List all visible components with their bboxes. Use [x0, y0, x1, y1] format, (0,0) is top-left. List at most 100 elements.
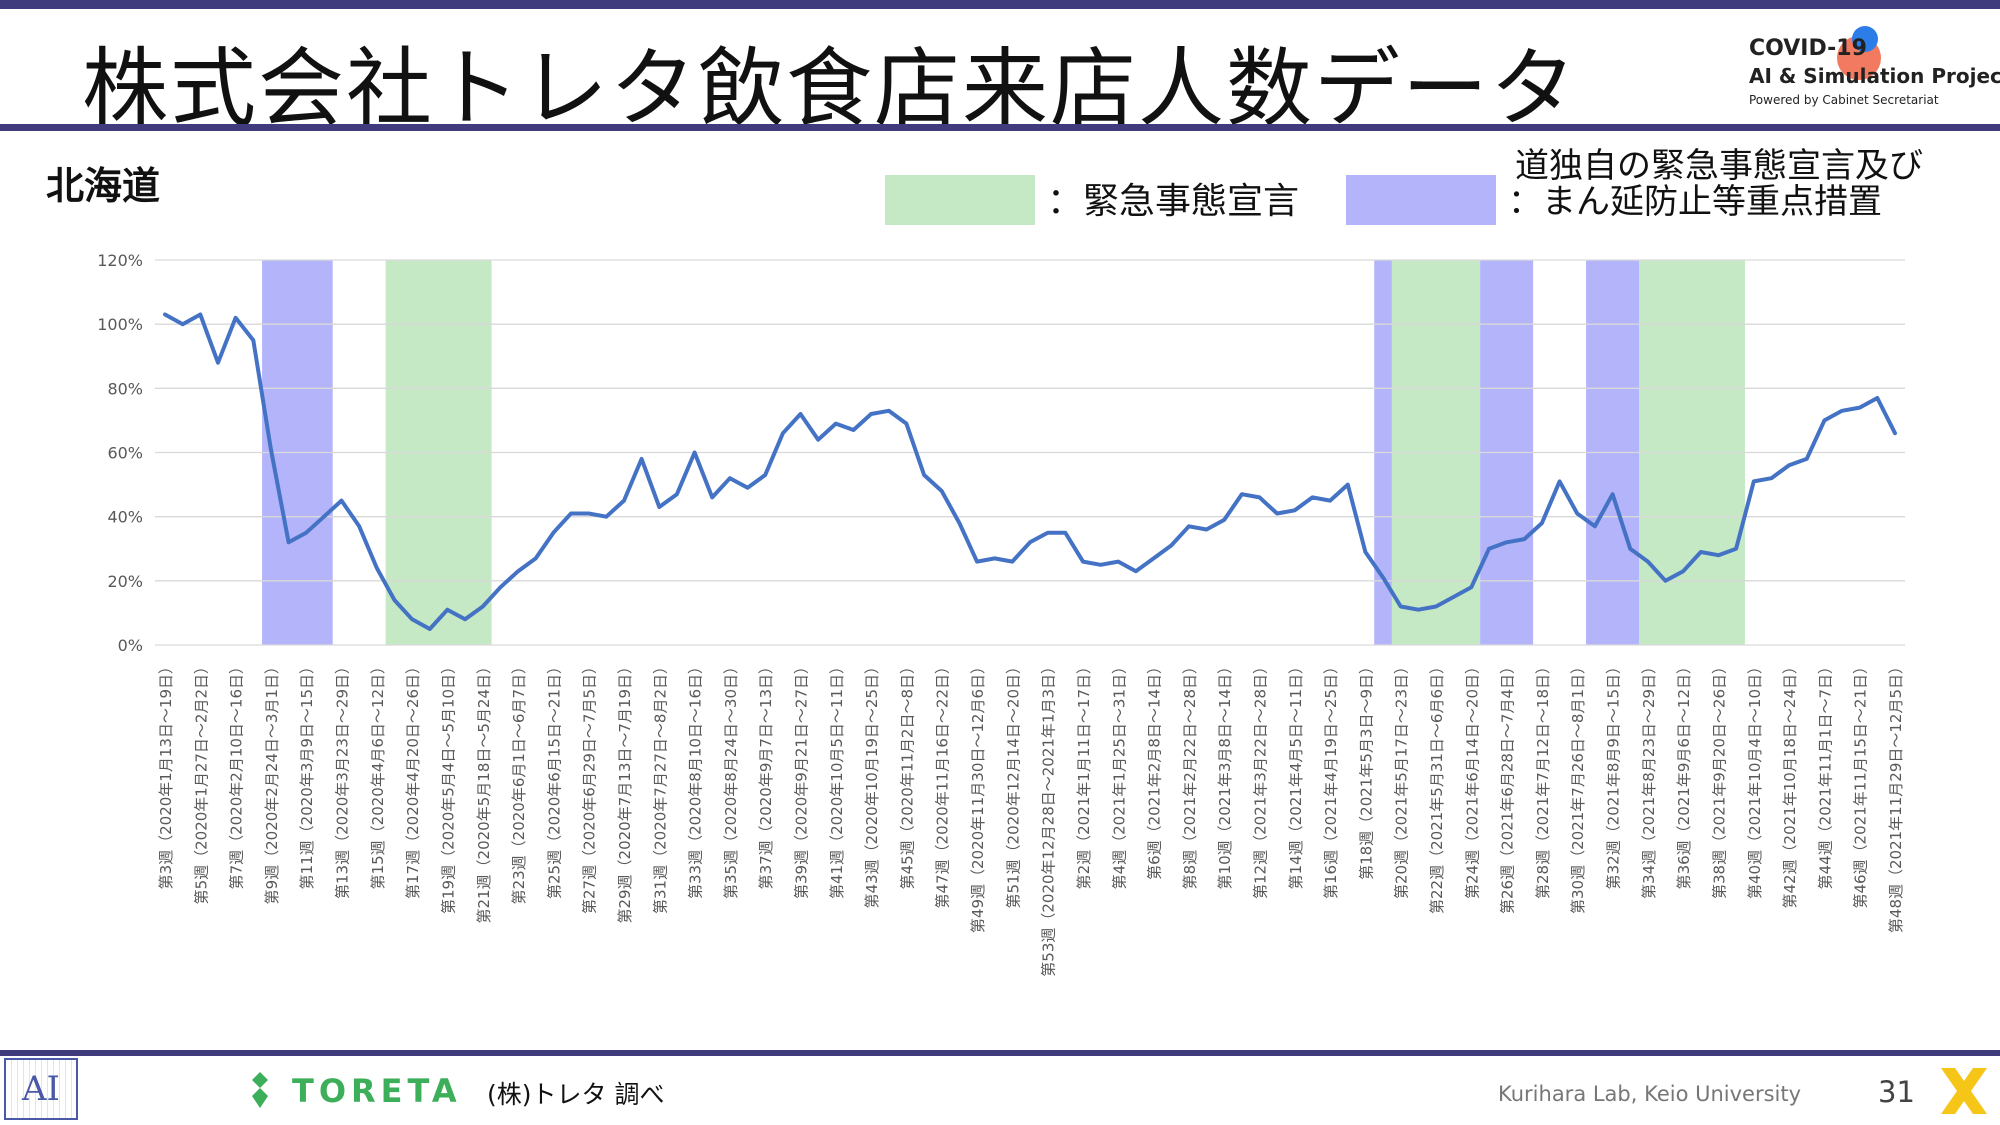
x-tick-label: 第9週（2020年2月24日～3月1日） [263, 659, 281, 904]
data-point [269, 447, 273, 451]
data-point [1081, 560, 1085, 564]
x-tick-label: 第46週（2021年11月15日～21日） [1852, 659, 1870, 909]
x-tick-label: 第39週（2020年9月21日～27日） [793, 659, 811, 899]
data-point [1593, 524, 1597, 528]
data-point [1787, 463, 1791, 467]
data-point [322, 515, 326, 519]
data-point [1664, 579, 1668, 583]
logo-line1: COVID-19 [1749, 36, 1867, 61]
data-source: (株)トレタ 調べ [487, 1080, 665, 1109]
logo-line3: Powered by Cabinet Secretariat [1749, 93, 1939, 107]
data-point [904, 422, 908, 426]
data-point [763, 473, 767, 477]
data-point [569, 511, 573, 515]
data-point [498, 585, 502, 589]
data-point [1381, 576, 1385, 580]
x-tick-label: 第36週（2021年9月6日～12日） [1675, 659, 1693, 889]
data-point [1558, 479, 1562, 483]
data-point [1240, 492, 1244, 496]
data-point [957, 521, 961, 525]
data-point [675, 492, 679, 496]
data-point [481, 605, 485, 608]
data-point [1858, 406, 1862, 410]
data-point [1363, 550, 1367, 554]
data-point [1505, 540, 1509, 544]
data-point [410, 617, 414, 621]
y-tick-label: 40% [107, 508, 143, 527]
x-tick-label: 第47週（2020年11月16日～22日） [934, 659, 952, 909]
legend-priority-swatch [1346, 175, 1496, 225]
data-point [445, 608, 449, 612]
x-tick-label: 第32週（2021年8月9日～15日） [1605, 659, 1623, 889]
x-tick-label: 第5週（2020年1月27日～2月2日） [192, 659, 210, 904]
y-tick-label: 120% [97, 251, 143, 270]
data-point [1063, 531, 1067, 535]
logo-line2: AI & Simulation Project [1749, 64, 2000, 88]
data-point [1681, 569, 1685, 573]
ai-lab-logo: AI [4, 1058, 78, 1120]
data-point [251, 338, 255, 342]
data-point [1822, 418, 1826, 422]
legend-emergency-swatch [885, 175, 1035, 225]
x-tick-label: 第38週（2021年9月20日～26日） [1710, 659, 1728, 899]
data-point [304, 531, 308, 535]
data-point [993, 556, 997, 560]
x-tick-label: 第17週（2020年4月20日～26日） [404, 659, 422, 899]
data-point [1399, 605, 1403, 608]
y-tick-label: 0% [118, 636, 143, 655]
data-point [657, 505, 661, 509]
data-point [851, 428, 855, 432]
data-point [1875, 396, 1879, 400]
data-point [340, 499, 344, 503]
data-point [1275, 511, 1279, 515]
data-point [1293, 508, 1297, 512]
data-point [375, 566, 379, 570]
data-point [1310, 495, 1314, 499]
x-tick-labels: 第3週（2020年1月13日～19日） 第5週（2020年1月27日～2月2日） 第… [157, 659, 1905, 977]
x-tick-label: 第33週（2020年8月10日～16日） [687, 659, 705, 899]
data-point [640, 457, 644, 461]
y-tick-label: 100% [97, 315, 143, 334]
x-tick-label: 第42週（2021年10月18日～24日） [1781, 659, 1799, 909]
data-point [198, 313, 202, 317]
data-point [1116, 560, 1120, 564]
data-point [1046, 531, 1050, 535]
gridlines [155, 259, 1905, 646]
data-point [604, 515, 608, 519]
data-point [1434, 605, 1438, 608]
data-point [1169, 544, 1173, 548]
x-tick-label: 第53週（2020年12月28日～2021年1月3日） [1040, 659, 1058, 977]
x-tick-label: 第8週（2021年2月22日～28日） [1181, 659, 1199, 889]
data-point [1716, 553, 1720, 557]
x-tick-label: 第37週（2020年9月7日～13日） [757, 659, 775, 889]
x-tick-label: 第2週（2021年1月11日～17日） [1075, 659, 1093, 889]
x-tick-label: 第14週（2021年4月5日～11日） [1287, 659, 1305, 889]
x-tick-label: 第11週（2020年3月9日～15日） [298, 659, 316, 889]
data-point [1540, 521, 1544, 525]
data-point [799, 412, 803, 416]
data-point [1611, 492, 1615, 496]
data-point [587, 511, 591, 515]
series-line-group [163, 312, 1897, 631]
x-tick-label: 第22週（2021年5月31日～6月6日） [1428, 659, 1446, 914]
data-point [163, 313, 167, 317]
x-tick-label: 第16週（2021年4月19日～25日） [1322, 659, 1340, 899]
toreta-logo: TORETA [292, 1072, 462, 1110]
x-tick-label: 第7週（2020年2月10日～16日） [228, 659, 246, 889]
data-point [922, 473, 926, 477]
x-tick-label: 第51週（2020年12月14日～20日） [1004, 659, 1022, 909]
x-tick-label: 第30週（2021年7月26日～8月1日） [1569, 659, 1587, 914]
data-point [834, 422, 838, 426]
data-point [428, 627, 432, 631]
x-tick-label: 第4週（2021年1月25日～31日） [1110, 659, 1128, 889]
data-point [1099, 563, 1103, 567]
data-point [463, 617, 467, 621]
y-tick-label: 20% [107, 572, 143, 591]
title-divider [0, 124, 2000, 131]
lab-credit: Kurihara Lab, Keio University [1498, 1082, 1802, 1106]
data-point [1010, 560, 1014, 564]
legend-emergency-label: ：緊急事態宣言 [1047, 181, 1300, 222]
x-tick-label: 第49週（2020年11月30日～12月6日） [969, 659, 987, 933]
data-point [746, 486, 750, 490]
x-tick-label: 第35週（2020年8月24日～30日） [722, 659, 740, 899]
